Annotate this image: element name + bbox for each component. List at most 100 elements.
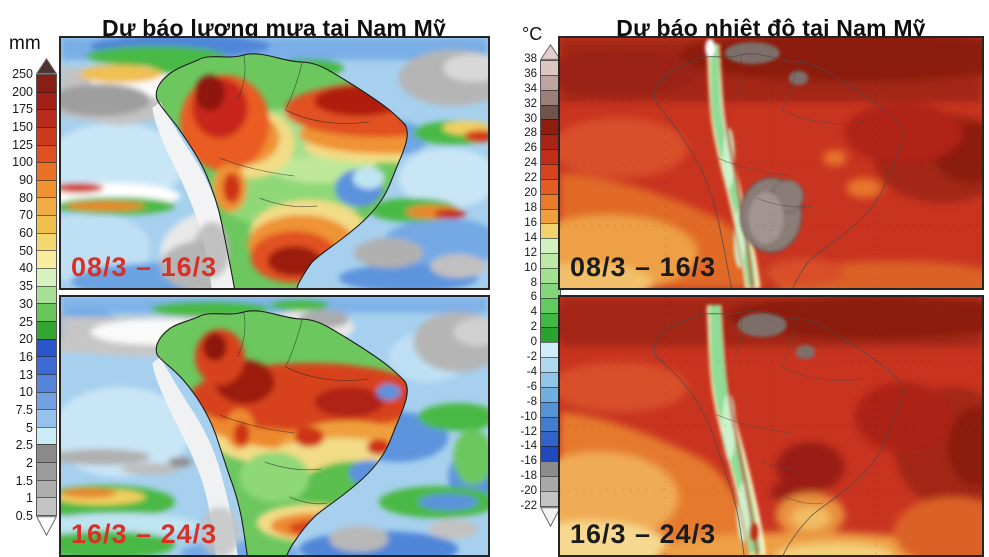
colorbar-segment	[541, 490, 560, 506]
colorbar-tick: 125	[12, 137, 33, 152]
map-period-label: 08/3 – 16/3	[570, 252, 717, 282]
colorbar-segment	[37, 197, 56, 216]
colorbar-segment	[37, 409, 56, 427]
colorbar-tick: -10	[520, 410, 537, 423]
colorbar-tick: 36	[524, 67, 537, 80]
colorbar-segment	[541, 431, 560, 447]
colorbar-segment	[37, 162, 56, 180]
colorbar-segment	[541, 268, 560, 283]
colorbar-segment	[37, 391, 56, 410]
colorbar-tick: 150	[12, 120, 33, 135]
colorbar-tick: 4	[530, 306, 537, 319]
precip-colorbar-scale	[36, 74, 57, 516]
colorbar-segment	[37, 268, 56, 286]
colorbar-segment	[541, 461, 560, 477]
colorbar-tick: 14	[524, 231, 537, 244]
colorbar-tick: 38	[524, 53, 537, 65]
colorbar-segment	[541, 282, 560, 298]
colorbar-segment	[541, 357, 560, 373]
colorbar-tick: 30	[524, 112, 537, 125]
colorbar-segment	[37, 215, 56, 233]
colorbar-segment	[37, 497, 56, 516]
colorbar-tick: 18	[524, 201, 537, 214]
colorbar-segment	[541, 327, 560, 343]
colorbar-tick: 16	[19, 349, 33, 364]
colorbar-segment	[37, 444, 56, 463]
precip-colorbar-ticks: 250 200 175 150 125 100 90 80 70 60 50 40 35 30 25 20 16…	[0, 68, 33, 523]
temp-colorbar-ticks: 38 36 34 32 30 28 26 24 22 20 18 16 14 12 10 8 6 4 2 0 -2 -4-…	[507, 53, 537, 512]
colorbar-tick: 250	[12, 67, 33, 81]
colorbar-tick: 10	[524, 261, 537, 274]
temp-colorbar-scale	[540, 60, 561, 507]
colorbar-segment	[37, 320, 56, 339]
colorbar-up-arrow-icon	[540, 44, 561, 60]
colorbar-segment	[37, 144, 56, 163]
colorbar-tick: 1.5	[15, 473, 33, 488]
colorbar-tick: 50	[19, 243, 33, 258]
colorbar-tick: 60	[19, 226, 33, 241]
precip-map-period1: 08/3 – 16/3	[59, 36, 490, 290]
colorbar-tick: -8	[526, 395, 537, 408]
colorbar-segment	[541, 74, 560, 90]
temp-map-art-period2	[560, 297, 982, 555]
colorbar-tick: 32	[524, 97, 537, 110]
colorbar-tick: 26	[524, 142, 537, 155]
colorbar-segment	[541, 238, 560, 254]
colorbar-tick: 5	[26, 420, 33, 435]
colorbar-segment	[37, 426, 56, 445]
precip-unit-label: mm	[9, 33, 41, 54]
colorbar-tick: 40	[19, 261, 33, 276]
colorbar-segment	[541, 134, 560, 150]
map-period-label: 16/3 – 24/3	[71, 519, 218, 549]
colorbar-tick: 20	[19, 332, 33, 347]
colorbar-tick: -18	[520, 470, 537, 483]
colorbar-segment	[37, 179, 56, 198]
colorbar-segment	[541, 253, 560, 269]
colorbar-tick: -4	[526, 365, 537, 378]
precip-map-art-period1	[61, 38, 488, 288]
colorbar-tick: 100	[12, 155, 33, 170]
colorbar-segment	[541, 476, 560, 491]
colorbar-tick: 34	[524, 82, 537, 95]
colorbar-tick: -12	[520, 425, 537, 438]
temp-map-art-period1	[560, 38, 982, 288]
colorbar-tick: 13	[19, 367, 33, 382]
precip-map-art-period2	[61, 297, 488, 555]
colorbar-tick: 6	[530, 291, 537, 304]
colorbar-tick: 70	[19, 208, 33, 223]
colorbar-tick: 35	[19, 279, 33, 294]
colorbar-segment	[37, 91, 56, 110]
temp-map-period2: 16/3 – 24/3	[558, 295, 984, 557]
temp-unit-label: °C	[522, 24, 543, 44]
colorbar-segment	[541, 297, 560, 313]
colorbar-tick: 22	[524, 172, 537, 185]
colorbar-tick: 16	[524, 216, 537, 229]
colorbar-segment	[541, 223, 560, 239]
colorbar-tick: 10	[19, 385, 33, 400]
colorbar-segment	[541, 416, 560, 432]
colorbar-segment	[37, 479, 56, 498]
colorbar-tick: 0	[530, 336, 537, 349]
colorbar-tick: -6	[526, 380, 537, 393]
precip-map-period2: 16/3 – 24/3	[59, 295, 490, 557]
colorbar-tick: 175	[12, 102, 33, 117]
colorbar-up-arrow-icon	[36, 58, 57, 74]
colorbar-tick: 8	[530, 276, 537, 289]
precip-panel: Dự báo lượng mưa tại Nam Mỹ mm 250 200 175…	[0, 15, 490, 557]
colorbar-down-arrow-icon	[540, 507, 561, 527]
colorbar-segment	[541, 386, 560, 402]
colorbar-tick: -2	[526, 350, 537, 363]
colorbar-tick: 2.5	[15, 438, 33, 453]
colorbar-tick: 12	[524, 246, 537, 259]
colorbar-tick: 24	[524, 157, 537, 170]
temp-colorbar: 38 36 34 32 30 28 26 24 22 20 18 16 14 12 10 8 6 4 2 0 -2 -4-…	[520, 44, 561, 527]
colorbar-segment	[37, 303, 56, 321]
colorbar-tick: -20	[520, 485, 537, 498]
colorbar-segment	[541, 401, 560, 417]
colorbar-segment	[37, 338, 56, 357]
colorbar-tick: -14	[520, 440, 537, 453]
colorbar-segment	[37, 462, 56, 480]
colorbar-segment	[37, 356, 56, 374]
colorbar-tick: 2	[26, 455, 33, 470]
colorbar-tick: 0.5	[15, 509, 33, 523]
